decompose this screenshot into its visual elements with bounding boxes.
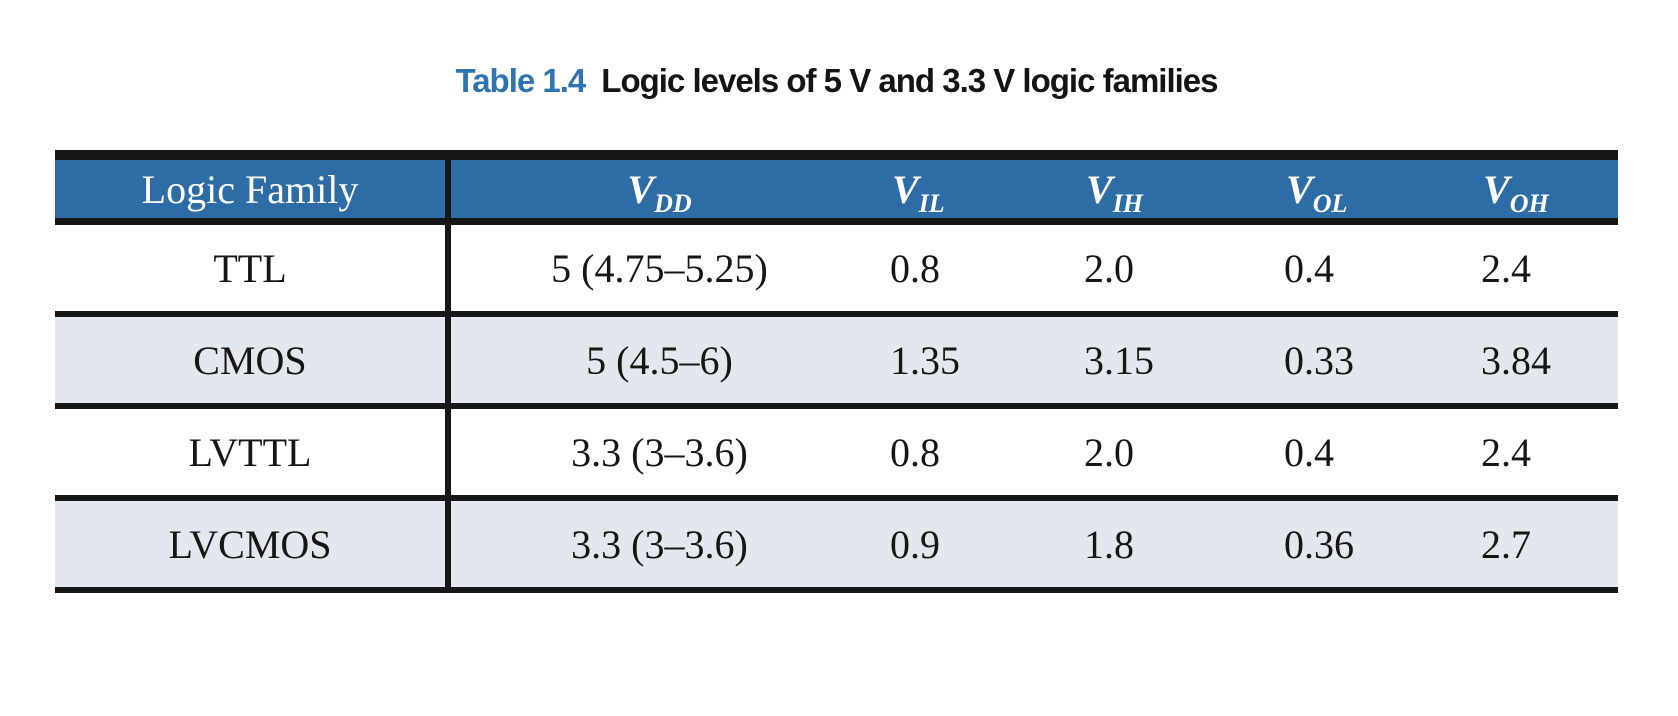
vdd-symbol: V: [627, 166, 655, 212]
cell-vih: 1.8: [1062, 498, 1262, 593]
table-row-lvttl: LVTTL 3.3 (3–3.6) 0.8 2.0 0.4 2.4: [55, 406, 1618, 501]
table-header: Logic Family VDD VIL VIH VOL VOH: [55, 155, 1618, 225]
header-logic-family: Logic Family: [55, 155, 451, 225]
vil-subscript: IL: [918, 188, 945, 218]
cell-vol: 0.36: [1262, 498, 1459, 593]
header-vil: VIL: [868, 155, 1062, 225]
cell-vol: 0.33: [1262, 314, 1459, 409]
cell-vdd: 5 (4.75–5.25): [448, 221, 868, 317]
vih-subscript: IH: [1112, 188, 1144, 218]
cell-family: CMOS: [55, 314, 451, 409]
vih-symbol: V: [1086, 166, 1113, 212]
logic-levels-table: Logic Family VDD VIL VIH VOL VOH TTL 5 (…: [55, 150, 1618, 593]
cell-vol: 0.4: [1262, 406, 1459, 501]
cell-family: TTL: [55, 221, 451, 317]
cell-vih: 3.15: [1062, 314, 1262, 409]
header-vol: VOL: [1262, 155, 1459, 225]
header-voh: VOH: [1459, 155, 1618, 225]
cell-vih: 2.0: [1062, 406, 1262, 501]
vil-symbol: V: [892, 166, 919, 212]
cell-family: LVTTL: [55, 406, 451, 501]
table-caption-number: Table 1.4: [455, 62, 586, 99]
cell-voh: 3.84: [1459, 314, 1618, 409]
voh-symbol: V: [1483, 166, 1510, 212]
header-vdd: VDD: [448, 155, 868, 225]
cell-vol: 0.4: [1262, 221, 1459, 317]
cell-vdd: 3.3 (3–3.6): [448, 498, 868, 593]
table-row-cmos: CMOS 5 (4.5–6) 1.35 3.15 0.33 3.84: [55, 314, 1618, 409]
cell-vil: 0.8: [868, 406, 1062, 501]
header-vih: VIH: [1062, 155, 1262, 225]
cell-vil: 1.35: [868, 314, 1062, 409]
cell-vdd: 5 (4.5–6): [448, 314, 868, 409]
cell-vil: 0.8: [868, 221, 1062, 317]
cell-vdd: 3.3 (3–3.6): [448, 406, 868, 501]
table-body: TTL 5 (4.75–5.25) 0.8 2.0 0.4 2.4 CMOS 5…: [55, 221, 1618, 593]
vdd-subscript: DD: [654, 188, 692, 218]
cell-voh: 2.4: [1459, 406, 1618, 501]
header-row: Logic Family VDD VIL VIH VOL VOH: [55, 155, 1618, 225]
vol-subscript: OL: [1312, 188, 1348, 218]
cell-vih: 2.0: [1062, 221, 1262, 317]
table-row-lvcmos: LVCMOS 3.3 (3–3.6) 0.9 1.8 0.36 2.7: [55, 498, 1618, 593]
cell-vil: 0.9: [868, 498, 1062, 593]
voh-subscript: OH: [1509, 188, 1549, 218]
table-caption: Table 1.4 Logic levels of 5 V and 3.3 V l…: [55, 62, 1618, 100]
table-row-ttl: TTL 5 (4.75–5.25) 0.8 2.0 0.4 2.4: [55, 221, 1618, 317]
vol-symbol: V: [1286, 166, 1313, 212]
table-caption-text: Logic levels of 5 V and 3.3 V logic fami…: [601, 62, 1218, 99]
cell-voh: 2.7: [1459, 498, 1618, 593]
cell-voh: 2.4: [1459, 221, 1618, 317]
cell-family: LVCMOS: [55, 498, 451, 593]
